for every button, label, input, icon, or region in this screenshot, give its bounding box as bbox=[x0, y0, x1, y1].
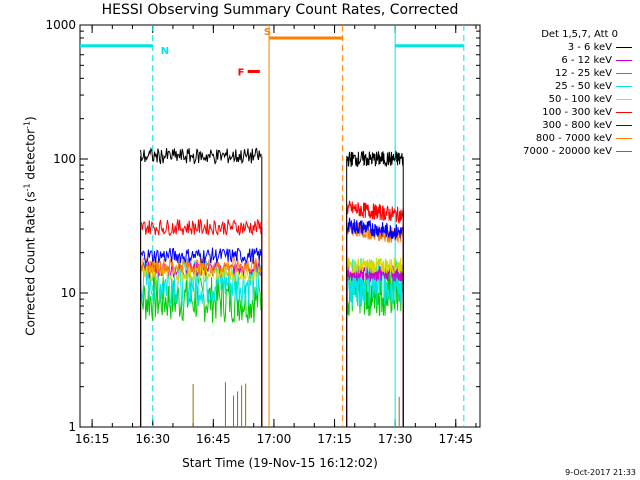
legend-entry-label: 6 - 12 keV bbox=[561, 55, 612, 66]
x-tick-label: 17:30 bbox=[378, 432, 413, 446]
y-tick-label: 1000 bbox=[45, 18, 76, 32]
legend-entry: 50 - 100 keV bbox=[480, 93, 636, 106]
legend-swatch bbox=[616, 73, 632, 74]
legend-entry-label: 50 - 100 keV bbox=[548, 94, 612, 105]
legend-entry: 300 - 800 keV bbox=[480, 119, 636, 132]
legend-swatch bbox=[616, 86, 632, 87]
legend-entry-label: 25 - 50 keV bbox=[554, 81, 612, 92]
series-line-100-300-kev bbox=[346, 200, 404, 224]
series-line-800-7000-kev bbox=[140, 256, 263, 275]
x-tick-label: 17:00 bbox=[257, 432, 292, 446]
x-tick-label: 16:15 bbox=[75, 432, 110, 446]
x-tick-label: 17:15 bbox=[317, 432, 352, 446]
x-axis-label: Start Time (19-Nov-15 16:12:02) bbox=[182, 456, 378, 470]
legend-swatch bbox=[616, 112, 632, 113]
series-line-100-300-kev bbox=[140, 217, 263, 237]
series-line-25-50-kev bbox=[346, 258, 404, 308]
legend-entry-label: 3 - 6 keV bbox=[567, 42, 612, 53]
flag-label: N bbox=[161, 46, 169, 57]
series-line-25-50-kev bbox=[140, 258, 263, 307]
legend-swatch bbox=[616, 99, 632, 100]
legend-swatch bbox=[616, 138, 632, 139]
legend-header: Det 1,5,7, Att 0 bbox=[541, 29, 618, 40]
x-tick-label: 16:45 bbox=[196, 432, 231, 446]
flag-label: F bbox=[238, 67, 245, 78]
legend-entry: 3 - 6 keV bbox=[480, 41, 636, 54]
axes-frame bbox=[79, 24, 481, 428]
y-axis-label: Corrected Count Rate (s-1 detector-1) bbox=[22, 116, 38, 336]
series-line-300-800-kev bbox=[346, 217, 404, 241]
legend-entry: 6 - 12 keV bbox=[480, 54, 636, 67]
legend-entry-label: 300 - 800 keV bbox=[542, 120, 612, 131]
legend-entry: 800 - 7000 keV bbox=[480, 132, 636, 145]
legend-entry-label: 12 - 25 keV bbox=[554, 68, 612, 79]
legend-swatch bbox=[616, 125, 632, 126]
series-line-300-800-kev bbox=[140, 247, 263, 266]
legend-entry-label: 7000 - 20000 keV bbox=[523, 146, 612, 157]
series-line-3-6-kev bbox=[140, 146, 263, 165]
legend-entry-label: 100 - 300 keV bbox=[542, 107, 612, 118]
legend-entry: 7000 - 20000 keV bbox=[480, 145, 636, 158]
legend-swatch bbox=[616, 47, 632, 48]
legend-entry-label: 800 - 7000 keV bbox=[535, 133, 612, 144]
y-tick-label: 1 bbox=[68, 420, 76, 434]
y-tick-label: 10 bbox=[61, 286, 76, 300]
chart-title: HESSI Observing Summary Count Rates, Cor… bbox=[101, 2, 459, 18]
flag-label: S bbox=[264, 27, 271, 38]
timestamp: 9-Oct-2017 21:33 bbox=[565, 468, 636, 477]
legend-entry: 100 - 300 keV bbox=[480, 106, 636, 119]
legend-entry: 12 - 25 keV bbox=[480, 67, 636, 80]
x-tick-label: 17:45 bbox=[438, 432, 473, 446]
y-tick-label: 100 bbox=[53, 152, 76, 166]
series-line-3-6-kev bbox=[346, 150, 404, 168]
x-tick-label: 16:30 bbox=[135, 432, 170, 446]
legend: Det 1,5,7, Att 0 3 - 6 keV 6 - 12 keV 12 -… bbox=[480, 28, 636, 158]
series-line-50-100-kev bbox=[346, 257, 404, 275]
legend-swatch bbox=[616, 151, 632, 152]
legend-entry: 25 - 50 keV bbox=[480, 80, 636, 93]
legend-swatch bbox=[616, 60, 632, 61]
